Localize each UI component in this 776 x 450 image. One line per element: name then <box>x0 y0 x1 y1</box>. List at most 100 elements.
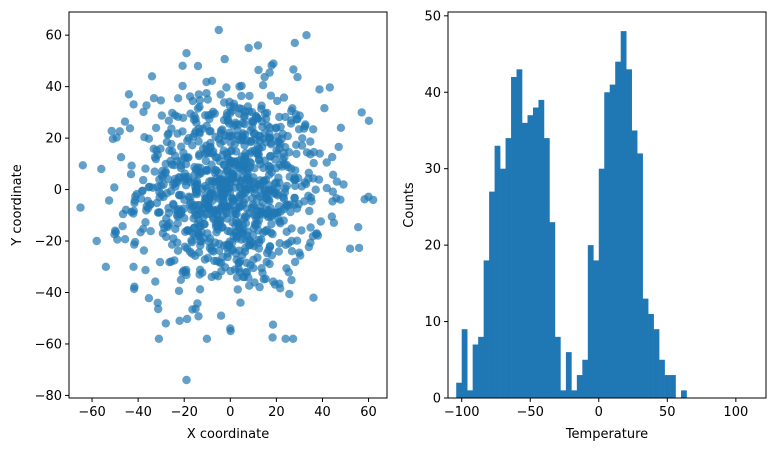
scatter-point <box>306 238 315 247</box>
scatter-x-axis: −60 −40 −20 0 20 40 60 <box>78 398 377 420</box>
scatter-point <box>262 225 272 235</box>
scatter-point <box>309 125 318 134</box>
scatter-point <box>240 184 250 194</box>
scatter-point <box>302 31 311 40</box>
scatter-point <box>202 89 211 98</box>
scatter-point <box>233 285 242 294</box>
scatter-point <box>156 96 166 105</box>
scatter-y-tick-label: −40 <box>35 286 62 301</box>
histogram-bar <box>565 352 572 398</box>
scatter-point <box>322 158 331 167</box>
histogram-bar <box>637 153 643 398</box>
scatter-point <box>364 116 374 126</box>
histogram-y-axis-label: Counts <box>402 182 417 228</box>
scatter-point <box>242 175 251 185</box>
scatter-point <box>243 102 253 111</box>
scatter-point <box>208 196 217 206</box>
histogram-bar <box>609 84 616 399</box>
scatter-point <box>231 120 240 129</box>
histogram-bar <box>648 313 654 398</box>
scatter-plot-panel: −60 −40 −20 0 20 40 60 −80 −60 −40 −20 0 20 40 60 X c… <box>10 11 388 442</box>
scatter-point <box>332 194 341 203</box>
scatter-point <box>174 286 184 296</box>
histogram-y-tick-label: 30 <box>424 162 441 177</box>
scatter-point <box>265 165 274 174</box>
scatter-point <box>299 124 309 133</box>
scatter-point <box>173 112 183 122</box>
histogram-x-axis-label: Temperature <box>565 427 648 442</box>
scatter-point <box>274 173 283 182</box>
scatter-point <box>240 113 249 122</box>
scatter-point <box>231 206 240 215</box>
scatter-point <box>178 81 187 91</box>
scatter-point <box>201 149 210 158</box>
scatter-point <box>226 108 235 118</box>
scatter-point <box>202 121 211 131</box>
scatter-point <box>145 182 154 191</box>
scatter-point <box>161 319 170 328</box>
histogram-bar <box>472 344 479 398</box>
scatter-point <box>152 198 162 208</box>
histogram-x-tick-label: 50 <box>659 405 676 420</box>
histogram-bar <box>642 298 649 398</box>
scatter-point <box>127 207 136 217</box>
scatter-x-tick-label: 40 <box>314 405 331 420</box>
scatter-point <box>150 167 159 176</box>
scatter-point <box>258 81 268 90</box>
scatter-point <box>314 175 324 184</box>
scatter-point <box>249 263 258 273</box>
histogram-bar <box>560 390 567 398</box>
scatter-point <box>118 209 128 219</box>
scatter-point <box>261 114 271 124</box>
histogram-y-tick-label: 20 <box>424 239 441 254</box>
scatter-point <box>107 126 116 136</box>
scatter-point <box>92 236 101 246</box>
scatter-point <box>216 126 226 135</box>
scatter-point <box>166 156 175 166</box>
scatter-point <box>234 264 243 274</box>
scatter-point <box>254 65 263 75</box>
scatter-point <box>175 191 184 200</box>
scatter-point <box>183 153 192 162</box>
histogram-bar <box>461 329 468 398</box>
scatter-point <box>129 284 139 294</box>
scatter-x-tick-label: 60 <box>360 405 377 420</box>
scatter-point <box>242 258 251 267</box>
scatter-point <box>194 137 203 146</box>
scatter-y-tick-label: 60 <box>45 29 62 44</box>
scatter-point <box>354 243 364 253</box>
scatter-point <box>143 196 152 206</box>
scatter-point <box>257 101 266 110</box>
scatter-point <box>223 249 233 258</box>
scatter-point <box>264 212 273 222</box>
scatter-point <box>97 164 106 174</box>
histogram-bar <box>620 31 627 399</box>
scatter-point <box>284 239 293 248</box>
scatter-point <box>144 294 154 303</box>
scatter-point <box>271 155 280 164</box>
scatter-point <box>273 189 282 198</box>
scatter-x-tick-label: 20 <box>268 405 285 420</box>
scatter-point <box>252 194 262 204</box>
scatter-point <box>113 235 122 244</box>
histogram-bar <box>681 390 687 398</box>
scatter-point <box>130 198 139 208</box>
scatter-point <box>141 265 150 275</box>
scatter-point <box>251 148 261 158</box>
scatter-point <box>250 278 259 287</box>
scatter-point <box>170 174 180 184</box>
scatter-point <box>203 95 212 104</box>
scatter-point <box>203 166 212 175</box>
scatter-point <box>154 304 163 314</box>
scatter-point <box>272 123 281 132</box>
scatter-point <box>290 257 300 267</box>
scatter-point <box>292 149 301 159</box>
scatter-point <box>285 289 294 299</box>
scatter-point <box>225 179 235 188</box>
scatter-point <box>332 177 342 186</box>
scatter-point <box>266 91 276 100</box>
scatter-point <box>216 311 226 320</box>
scatter-point <box>297 226 306 235</box>
scatter-point <box>182 314 192 324</box>
scatter-point <box>155 257 165 267</box>
